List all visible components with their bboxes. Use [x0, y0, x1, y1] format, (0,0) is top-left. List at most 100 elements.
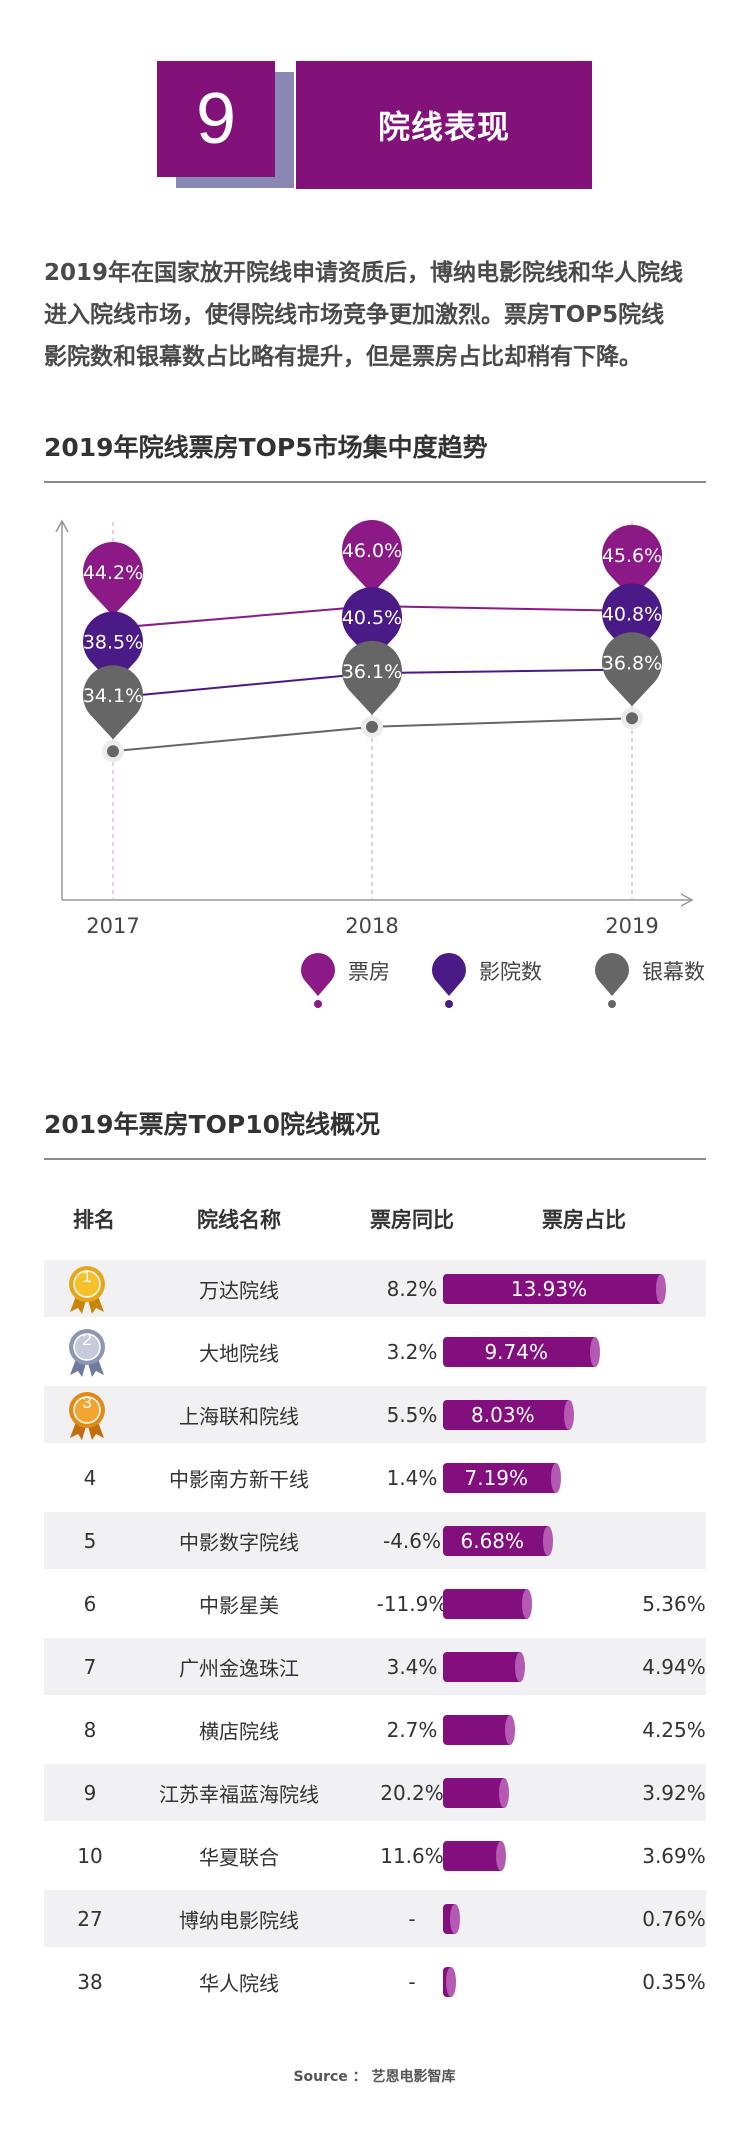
- y-axis-arrow: [55, 519, 69, 533]
- rank-value: 6: [83, 1591, 97, 1616]
- legend-marker-dot: [445, 1000, 453, 1008]
- share-bar: [443, 1778, 510, 1808]
- yoy-value: 8.2%: [386, 1276, 438, 1301]
- chain-name: 万达院线: [199, 1278, 279, 1302]
- share-bar: [443, 1652, 526, 1682]
- yoy-value: -11.9%: [376, 1591, 448, 1616]
- table-row: 6 中影星美 -11.9% 5.36%: [44, 1575, 706, 1632]
- data-point: [107, 745, 119, 758]
- x-axis-arrow: [680, 893, 694, 907]
- yoy-value: -4.6%: [382, 1528, 442, 1553]
- chain-name: 横店院线: [199, 1719, 279, 1743]
- share-bar-cap: [495, 1841, 506, 1871]
- share-bar-cap: [449, 1904, 460, 1934]
- chain-name: 中影数字院线: [179, 1530, 299, 1554]
- table-row: 8 横店院线 2.7% 4.25%: [44, 1701, 706, 1758]
- share-bar: 8.03%: [443, 1400, 574, 1430]
- data-label: 34.1%: [83, 685, 143, 707]
- legend-item: 票房: [301, 952, 390, 1008]
- trend-line-chart: 2017 2018 2019 44.2% 46.0% 45.6% 38.5% 40.5% 40.…: [55, 519, 705, 1008]
- chain-name: 华人院线: [199, 1971, 279, 1995]
- data-label-pin: 45.6%: [602, 524, 662, 599]
- intro-paragraph: 2019年在国家放开院线申请资质后，博纳电影院线和华人院线 进入院线市场，使得院…: [44, 252, 714, 378]
- share-bar-cap: [499, 1778, 510, 1808]
- data-label-pin: 44.2%: [83, 541, 143, 616]
- chart-title-divider: [44, 481, 706, 483]
- chain-name: 广州金逸珠江: [179, 1656, 299, 1680]
- rank-value: 27: [77, 1906, 103, 1931]
- share-label: 0.35%: [642, 1969, 706, 1994]
- intro-line: 2019年在国家放开院线申请资质后，博纳电影院线和华人院线: [44, 260, 684, 286]
- legend-item: 银幕数: [595, 952, 705, 1008]
- rank-value: 3: [82, 1393, 92, 1412]
- data-label-pin: 36.8%: [602, 632, 662, 707]
- table-row: 27 博纳电影院线 - 0.76%: [44, 1890, 706, 1947]
- rank-value: 10: [77, 1843, 103, 1868]
- data-label: 44.2%: [83, 562, 143, 584]
- yoy-value: 3.4%: [386, 1654, 438, 1679]
- share-bar-cap: [515, 1652, 526, 1682]
- share-bar-cap: [563, 1400, 574, 1430]
- share-bar-cap: [504, 1715, 515, 1745]
- intro-line: 影院数和银幕数占比略有提升，但是票房占比却稍有下降。: [44, 344, 642, 370]
- yoy-value: 3.2%: [386, 1339, 438, 1364]
- data-label-pin: 34.1%: [83, 665, 143, 740]
- col-header-share: 票房占比: [542, 1208, 626, 1232]
- rank-value: 2: [82, 1330, 92, 1349]
- legend-marker: [301, 952, 335, 996]
- yoy-value: -: [408, 1969, 416, 1994]
- table-row: 38 华人院线 - 0.35%: [44, 1953, 706, 2010]
- yoy-value: 1.4%: [386, 1465, 438, 1490]
- share-bar: [443, 1904, 460, 1934]
- data-label-pin: 38.5%: [83, 611, 143, 686]
- share-label: 6.68%: [460, 1529, 525, 1553]
- data-label-pin: 40.5%: [342, 587, 402, 662]
- source-note: Source ： 艺恩电影智库: [293, 2069, 456, 2085]
- share-label: 3.69%: [642, 1843, 706, 1868]
- legend-label: 影院数: [479, 960, 542, 984]
- data-point: [366, 720, 378, 733]
- gold-medal-icon: 1: [64, 1264, 110, 1314]
- yoy-value: 20.2%: [380, 1780, 444, 1805]
- bronze-medal-icon: 3: [64, 1390, 110, 1440]
- data-label: 36.8%: [602, 652, 662, 674]
- rank-value: 1: [82, 1267, 92, 1286]
- intro-line: 进入院线市场，使得院线市场竞争更加激烈。票房TOP5院线: [44, 302, 665, 328]
- chain-name: 博纳电影院线: [179, 1908, 299, 1932]
- share-label: 13.93%: [510, 1277, 588, 1301]
- chain-name: 上海联和院线: [179, 1404, 299, 1428]
- share-bar: [443, 1967, 456, 1997]
- col-header-yoy: 票房同比: [370, 1208, 454, 1232]
- yoy-value: -: [408, 1906, 416, 1931]
- x-tick-label: 2018: [345, 914, 398, 938]
- share-label: 4.25%: [642, 1717, 706, 1742]
- table-row: 2 大地院线 3.2% 9.74%: [44, 1323, 706, 1380]
- chain-name: 中影星美: [199, 1593, 279, 1617]
- share-label: 3.92%: [642, 1780, 706, 1805]
- data-label-pin: 46.0%: [342, 520, 402, 595]
- share-bar: 6.68%: [443, 1526, 553, 1556]
- section-title-banner: 院线表现: [296, 61, 592, 189]
- rank-value: 5: [83, 1528, 97, 1553]
- table-title-divider: [44, 1158, 706, 1160]
- data-label: 45.6%: [602, 545, 662, 567]
- table-title: 2019年票房TOP10院线概况: [44, 1110, 380, 1139]
- share-bar: 13.93%: [443, 1274, 666, 1304]
- table-row: 9 江苏幸福蓝海院线 20.2% 3.92%: [44, 1764, 706, 1821]
- share-label: 5.36%: [642, 1591, 706, 1616]
- legend-marker-dot: [314, 1000, 322, 1008]
- share-bar: [443, 1715, 515, 1745]
- share-bar: [443, 1589, 532, 1619]
- chain-name: 大地院线: [199, 1341, 279, 1365]
- table-row: 5 中影数字院线 -4.6% 6.68%: [44, 1512, 706, 1569]
- legend-label: 票房: [348, 960, 390, 984]
- table-row: 4 中影南方新干线 1.4% 7.19%: [44, 1449, 706, 1506]
- data-point: [626, 712, 638, 725]
- share-bar-cap: [550, 1463, 561, 1493]
- chain-name: 华夏联合: [199, 1845, 279, 1869]
- chain-name: 江苏幸福蓝海院线: [159, 1782, 319, 1806]
- table-row: 7 广州金逸珠江 3.4% 4.94%: [44, 1638, 706, 1695]
- share-bar: [443, 1841, 506, 1871]
- share-label: 7.19%: [464, 1466, 529, 1490]
- yoy-value: 2.7%: [386, 1717, 438, 1742]
